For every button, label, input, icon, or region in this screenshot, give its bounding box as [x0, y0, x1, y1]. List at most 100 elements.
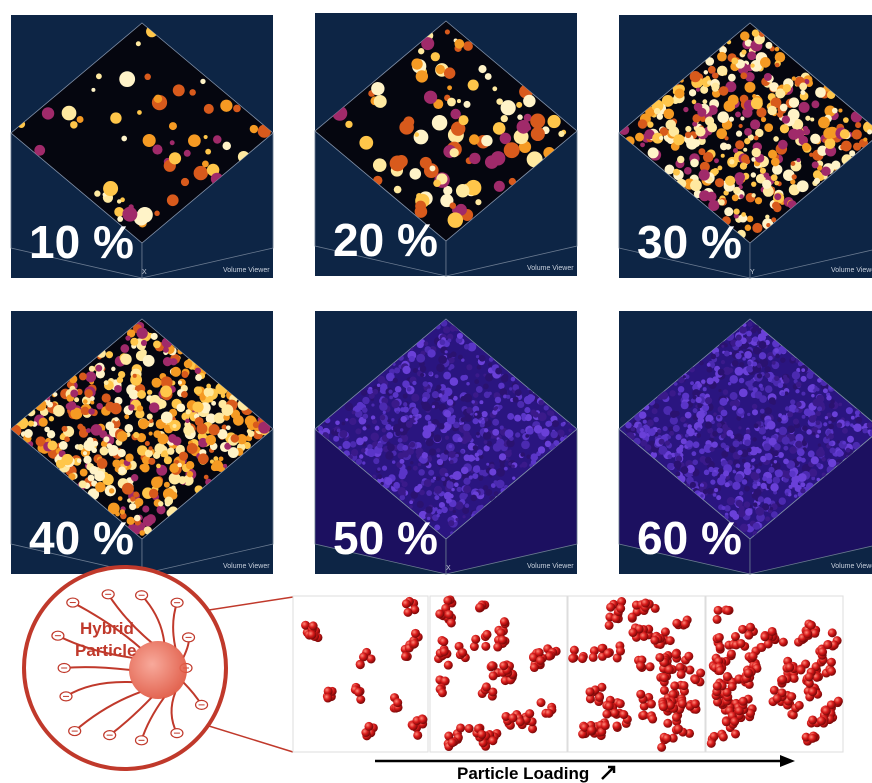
speckle — [517, 401, 524, 408]
particle — [778, 675, 787, 684]
speckle — [809, 153, 813, 157]
speckle — [724, 207, 733, 216]
inset-label: Hybrid — [80, 619, 134, 638]
speckle — [108, 445, 119, 456]
speckle — [777, 418, 782, 423]
particle — [650, 636, 659, 645]
speckle — [832, 108, 838, 114]
speckle — [523, 95, 535, 107]
particle — [779, 638, 788, 647]
speckle — [361, 389, 367, 395]
particle — [439, 637, 448, 646]
speckle — [131, 474, 138, 481]
speckle — [725, 136, 729, 140]
speckle — [453, 471, 462, 480]
speckle — [136, 41, 141, 46]
particle — [477, 730, 486, 739]
speckle — [152, 145, 162, 155]
speckle — [764, 407, 771, 414]
speckle — [669, 431, 674, 436]
speckle — [791, 357, 795, 361]
speckle — [706, 367, 712, 373]
speckle — [412, 381, 416, 385]
speckle — [387, 419, 390, 422]
speckle — [799, 102, 810, 113]
speckle — [780, 104, 788, 112]
speckle — [558, 131, 564, 137]
particle — [499, 661, 508, 670]
speckle — [422, 430, 431, 439]
speckle — [774, 181, 779, 186]
speckle — [526, 455, 530, 459]
particle — [471, 635, 480, 644]
speckle — [739, 124, 743, 128]
speckle — [525, 434, 529, 438]
speckle — [359, 454, 363, 458]
speckle — [436, 385, 441, 390]
speckle — [703, 387, 707, 391]
speckle — [778, 140, 788, 150]
speckle — [137, 207, 153, 223]
speckle — [813, 170, 822, 179]
particle — [679, 681, 688, 690]
speckle — [842, 428, 848, 434]
particle — [530, 663, 539, 672]
speckle — [755, 197, 762, 204]
speckle — [828, 459, 836, 467]
speckle — [789, 446, 797, 454]
speckle — [768, 356, 773, 361]
speckle — [345, 121, 352, 128]
speckle — [765, 215, 769, 219]
particle — [443, 596, 452, 605]
particle — [367, 654, 376, 663]
speckle — [531, 127, 545, 141]
speckle — [88, 475, 95, 482]
speckle — [400, 495, 406, 501]
particle — [307, 630, 316, 639]
speckle — [145, 441, 150, 446]
particle — [659, 702, 668, 711]
speckle — [742, 459, 746, 463]
speckle — [432, 405, 435, 408]
speckle — [800, 482, 805, 487]
particle — [481, 642, 490, 651]
speckle — [836, 450, 843, 457]
speckle — [758, 462, 762, 466]
speckle — [735, 340, 742, 347]
speckle — [750, 63, 754, 67]
particle — [447, 618, 456, 627]
speckle — [352, 410, 356, 414]
speckle — [799, 83, 807, 91]
speckle — [133, 374, 137, 378]
speckle — [517, 120, 531, 134]
speckle — [184, 360, 193, 369]
speckle — [744, 351, 752, 359]
speckle — [775, 47, 780, 52]
speckle — [476, 386, 483, 393]
speckle — [485, 155, 499, 169]
speckle — [631, 427, 636, 432]
speckle — [67, 401, 76, 410]
speckle — [703, 152, 714, 163]
speckle — [344, 438, 347, 441]
speckle — [94, 190, 100, 196]
speckle — [707, 363, 711, 367]
particle — [354, 688, 363, 697]
speckle — [182, 371, 189, 378]
speckle — [474, 379, 479, 384]
speckle — [782, 116, 790, 124]
speckle — [444, 410, 451, 417]
speckle — [449, 507, 453, 511]
speckle — [177, 390, 181, 394]
speckle — [638, 119, 648, 129]
speckle — [681, 466, 689, 474]
speckle — [454, 39, 464, 49]
speckle — [783, 459, 789, 465]
speckle — [455, 454, 459, 458]
speckle — [464, 493, 468, 497]
speckle — [177, 463, 182, 468]
speckle — [825, 138, 836, 149]
speckle — [765, 453, 772, 460]
speckle — [335, 420, 340, 425]
speckle — [392, 460, 395, 463]
